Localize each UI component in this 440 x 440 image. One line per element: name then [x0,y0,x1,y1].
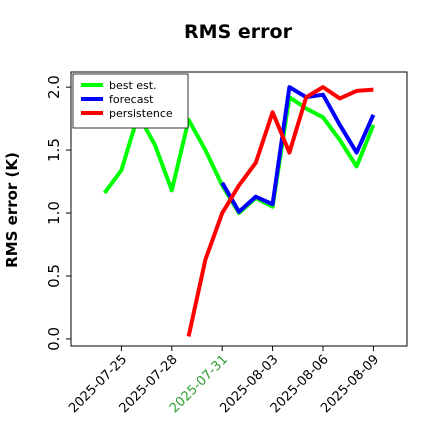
y-axis-label: RMS error (K) [3,152,21,268]
chart-title: RMS error [184,21,293,43]
y-tick-label: 0.5 [45,264,63,288]
y-tick-label: 2.0 [45,75,63,99]
legend-label: persistence [109,107,173,120]
plot-frame [70,71,408,347]
y-tick-label: 1.0 [45,201,63,225]
legend-label: best est. [109,79,157,92]
legend-label: forecast [109,93,154,106]
series-line [186,85,374,337]
y-tick-label: 0.0 [45,327,63,351]
y-tick-label: 1.5 [45,138,63,162]
series-line [220,85,376,214]
